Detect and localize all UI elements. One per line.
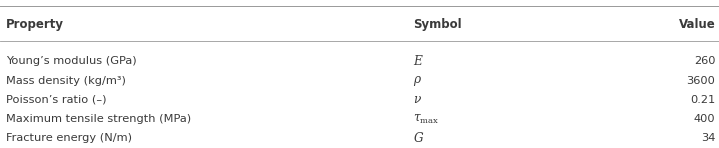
Text: 34: 34 <box>701 133 715 143</box>
Text: Maximum tensile strength (MPa): Maximum tensile strength (MPa) <box>6 114 191 124</box>
Text: Property: Property <box>6 18 64 31</box>
Text: $G$: $G$ <box>413 131 425 145</box>
Text: $\rho$: $\rho$ <box>413 74 423 88</box>
Text: Young’s modulus (GPa): Young’s modulus (GPa) <box>6 56 137 66</box>
Text: $E$: $E$ <box>413 54 424 68</box>
Text: 0.21: 0.21 <box>690 95 715 105</box>
Text: Fracture energy (N/m): Fracture energy (N/m) <box>6 133 132 143</box>
Text: Value: Value <box>679 18 715 31</box>
Text: Mass density (kg/m³): Mass density (kg/m³) <box>6 76 126 86</box>
Text: 400: 400 <box>694 114 715 124</box>
Text: $\nu$: $\nu$ <box>413 93 423 106</box>
Text: Poisson’s ratio (–): Poisson’s ratio (–) <box>6 95 106 105</box>
Text: 260: 260 <box>694 56 715 66</box>
Text: Symbol: Symbol <box>413 18 462 31</box>
Text: $\tau_{\mathrm{max}}$: $\tau_{\mathrm{max}}$ <box>413 113 440 126</box>
Text: 3600: 3600 <box>687 76 715 86</box>
